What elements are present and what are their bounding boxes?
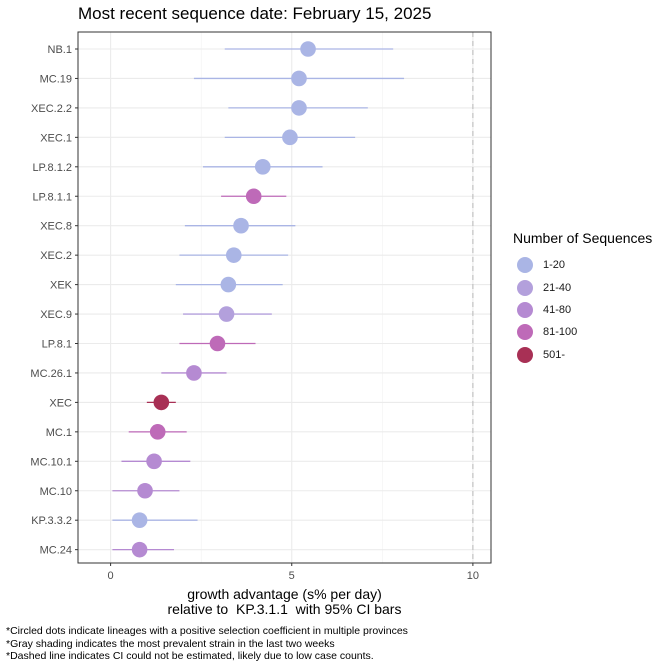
y-tick-label: MC.24 (40, 545, 72, 557)
footnotes: *Circled dots indicate lineages with a p… (6, 625, 408, 663)
y-tick-label: NB.1 (48, 44, 72, 56)
legend-item: 501- (513, 344, 652, 366)
data-point (245, 188, 262, 205)
data-point (218, 306, 235, 322)
footnote: *Dashed line indicates CI could not be e… (6, 650, 374, 662)
data-point (233, 217, 249, 234)
y-tick-label: XEC.9 (40, 309, 72, 321)
y-tick-label: MC.26.1 (30, 368, 72, 380)
y-tick-label: XEC (49, 397, 72, 409)
data-point (186, 365, 202, 381)
chart-title: Most recent sequence date: February 15, … (78, 4, 432, 23)
y-tick-label: XEC.1 (40, 132, 72, 144)
plot-panel (78, 32, 491, 563)
legend-label: 501- (543, 348, 566, 361)
y-tick-label: MC.10.1 (30, 456, 72, 468)
data-point (153, 394, 170, 411)
data-point (131, 541, 148, 558)
legend-swatch (517, 301, 533, 318)
x-axis-title: relative to KP.3.1.1 with 95% CI bars (168, 601, 402, 617)
data-point (209, 335, 226, 352)
y-tick-label: KP.3.3.2 (31, 515, 72, 527)
x-axis-title: growth advantage (s% per day) (187, 586, 382, 602)
y-tick-label: XEC.2 (40, 250, 72, 262)
y-tick-label: LP.8.1 (42, 339, 72, 351)
y-tick-label: XEC.2.2 (31, 103, 72, 115)
y-tick-label: XEC.8 (40, 221, 72, 233)
data-point (291, 70, 307, 87)
y-tick-label: LP.8.1.2 (32, 162, 72, 174)
legend-swatch (517, 324, 533, 341)
data-point (137, 482, 153, 499)
footnote: *Gray shading indicates the most prevale… (6, 637, 335, 650)
data-point (300, 41, 316, 57)
data-point (282, 129, 298, 146)
legend-item: 1-20 (513, 254, 652, 276)
data-point (146, 453, 162, 470)
y-tick-label: MC.19 (40, 73, 72, 85)
x-tick-label: 0 (108, 570, 114, 582)
data-point (149, 424, 166, 440)
data-point (291, 100, 307, 116)
legend-item: 21-40 (513, 276, 652, 298)
legend-item: 41-80 (513, 299, 652, 321)
legend: Number of Sequences 1-20 21-40 41-80 81-… (513, 230, 652, 366)
legend-swatch (517, 257, 533, 274)
legend-label: 1-20 (543, 259, 566, 272)
data-point (254, 159, 271, 175)
data-point (131, 512, 148, 528)
legend-swatch (517, 279, 533, 296)
y-tick-label: MC.1 (46, 427, 72, 439)
legend-label: 21-40 (543, 281, 572, 294)
y-tick-label: MC.10 (40, 486, 72, 498)
y-tick-label: LP.8.1.1 (32, 191, 72, 203)
legend-item: 81-100 (513, 321, 652, 343)
legend-label: 41-80 (543, 303, 572, 316)
footnote: *Circled dots indicate lineages with a p… (6, 625, 408, 637)
x-tick-label: 5 (289, 570, 295, 582)
plot-border (77, 31, 492, 564)
legend-label: 81-100 (543, 326, 578, 339)
data-point (220, 276, 237, 293)
x-tick-label: 10 (467, 570, 479, 582)
legend-title: Number of Sequences (513, 230, 653, 246)
data-point (225, 247, 242, 263)
y-tick-label: XEK (50, 280, 73, 292)
legend-swatch (517, 346, 533, 363)
